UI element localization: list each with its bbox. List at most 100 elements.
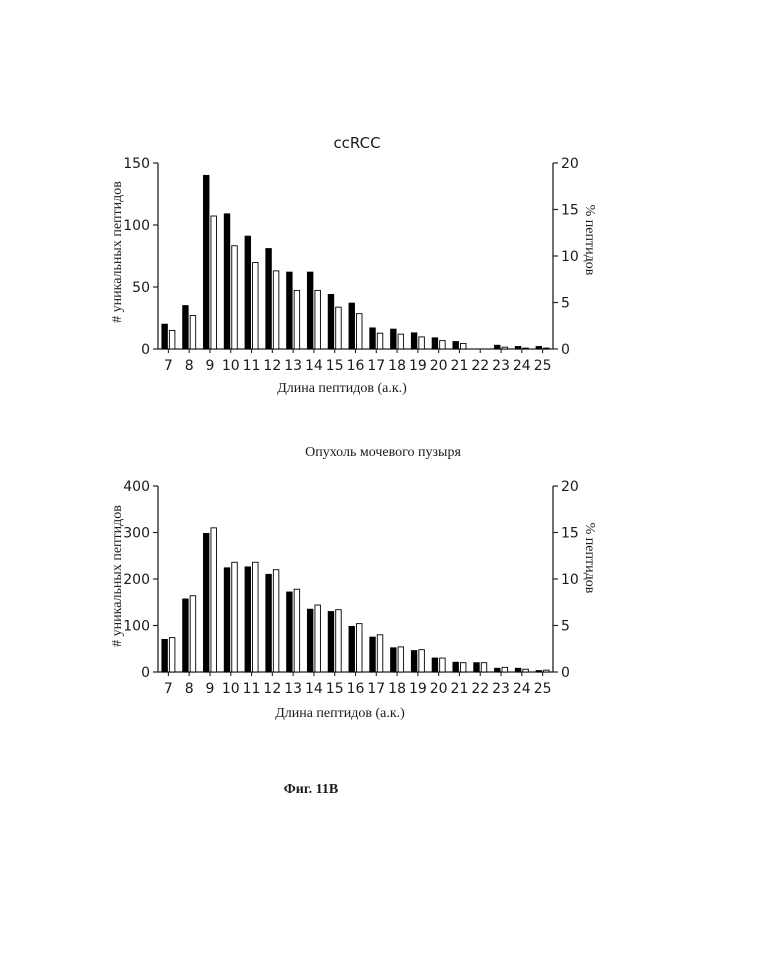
x-tick-label: 8 xyxy=(185,681,194,697)
x-tick-label: 17 xyxy=(367,681,385,697)
bar-count xyxy=(391,648,397,672)
bar-percent xyxy=(544,348,550,349)
bar-percent xyxy=(211,528,217,672)
x-tick-label: 20 xyxy=(430,681,448,697)
x-tick-label: 13 xyxy=(284,681,302,697)
bar-count xyxy=(203,175,209,349)
bar-percent xyxy=(315,290,321,349)
x-tick-label: 25 xyxy=(534,358,552,374)
bar-count xyxy=(536,671,542,672)
bar-count xyxy=(515,668,521,672)
bar-percent xyxy=(273,570,279,672)
x-tick-label: 22 xyxy=(471,681,489,697)
y-tick-label-right: 10 xyxy=(561,249,579,265)
x-tick-label: 7 xyxy=(164,681,173,697)
bar-count xyxy=(266,249,272,349)
bar-percent xyxy=(544,670,550,672)
chart-ccrcc: ccRCC # уникальных пептидов % пептидов Д… xyxy=(110,134,597,396)
bar-percent xyxy=(502,667,508,672)
x-tick-label: 15 xyxy=(326,358,344,374)
bar-count xyxy=(474,663,480,672)
bar-count xyxy=(411,333,417,349)
x-tick-label: 20 xyxy=(430,358,448,374)
bar-percent xyxy=(398,334,404,349)
y-tick-label-right: 5 xyxy=(561,619,570,635)
x-tick-label: 18 xyxy=(388,358,406,374)
bar-count xyxy=(515,347,521,349)
bar-count xyxy=(370,328,376,349)
bar-percent xyxy=(419,650,425,672)
bar-percent xyxy=(273,271,279,349)
bar-count xyxy=(307,609,313,672)
x-tick-label: 10 xyxy=(222,681,240,697)
bar-count xyxy=(370,637,376,672)
y-tick-label-right: 0 xyxy=(561,342,570,358)
x-tick-label: 24 xyxy=(513,358,531,374)
bar-count xyxy=(411,651,417,672)
y-tick-label-left: 100 xyxy=(123,218,150,234)
bar-percent xyxy=(315,605,321,672)
bar-count xyxy=(162,639,168,672)
bar-percent xyxy=(460,663,466,672)
bar-count xyxy=(495,345,501,349)
bar-percent xyxy=(440,658,446,672)
x-tick-label: 12 xyxy=(263,681,281,697)
y-tick-label-left: 50 xyxy=(132,280,150,296)
bar-percent xyxy=(377,635,383,672)
x-tick-label: 19 xyxy=(409,358,427,374)
x-tick-label: 21 xyxy=(451,358,469,374)
bar-count xyxy=(495,668,501,672)
bar-percent xyxy=(294,589,300,672)
x-tick-label: 9 xyxy=(206,358,215,374)
x-tick-label: 22 xyxy=(471,358,489,374)
bar-count xyxy=(432,658,438,672)
bar-percent xyxy=(523,669,529,672)
y-tick-label-right: 20 xyxy=(561,156,579,172)
bar-percent xyxy=(440,341,446,349)
x-tick-label: 18 xyxy=(388,681,406,697)
x-tick-label: 17 xyxy=(367,358,385,374)
bar-count xyxy=(245,236,251,349)
y-tick-label-right: 5 xyxy=(561,296,570,312)
bar-percent xyxy=(523,348,529,349)
bar-percent xyxy=(336,307,342,349)
chart-title: Опухоль мочевого пузыря xyxy=(305,445,461,460)
y-tick-label-right: 15 xyxy=(561,203,579,219)
bar-percent xyxy=(190,316,196,349)
bar-count xyxy=(391,329,397,349)
x-tick-label: 14 xyxy=(305,681,323,697)
x-tick-label: 10 xyxy=(222,358,240,374)
bar-count xyxy=(328,612,334,672)
y-tick-label-right: 0 xyxy=(561,665,570,681)
y-tick-label-right: 15 xyxy=(561,526,579,542)
chart-bladder-tumor: Опухоль мочевого пузыря # уникальных пеп… xyxy=(110,445,597,721)
bar-percent xyxy=(253,263,258,349)
x-tick-label: 16 xyxy=(347,358,365,374)
bar-count xyxy=(349,303,355,349)
bar-percent xyxy=(169,330,175,349)
bar-percent xyxy=(377,333,383,349)
x-tick-label: 16 xyxy=(347,681,365,697)
x-tick-label: 13 xyxy=(284,358,302,374)
figure-caption: Фиг. 11В xyxy=(284,782,338,797)
y-axis-label-right: % пептидов xyxy=(582,205,597,276)
bar-count xyxy=(224,568,230,672)
y-tick-label-right: 10 xyxy=(561,572,579,588)
bar-percent xyxy=(253,562,258,672)
bar-percent xyxy=(398,647,404,672)
y-tick-label-left: 100 xyxy=(123,619,150,635)
bar-percent xyxy=(232,562,238,672)
x-tick-label: 23 xyxy=(492,358,510,374)
x-tick-label: 25 xyxy=(534,681,552,697)
bar-percent xyxy=(169,638,175,672)
bar-count xyxy=(287,592,293,672)
x-tick-label: 12 xyxy=(263,358,281,374)
bar-percent xyxy=(357,624,363,672)
x-tick-label: 8 xyxy=(185,358,194,374)
bar-percent xyxy=(294,290,300,349)
y-axis-label-left: # уникальных пептидов xyxy=(110,181,125,323)
x-tick-label: 11 xyxy=(243,358,261,374)
axes xyxy=(158,163,553,349)
bar-count xyxy=(328,294,334,349)
